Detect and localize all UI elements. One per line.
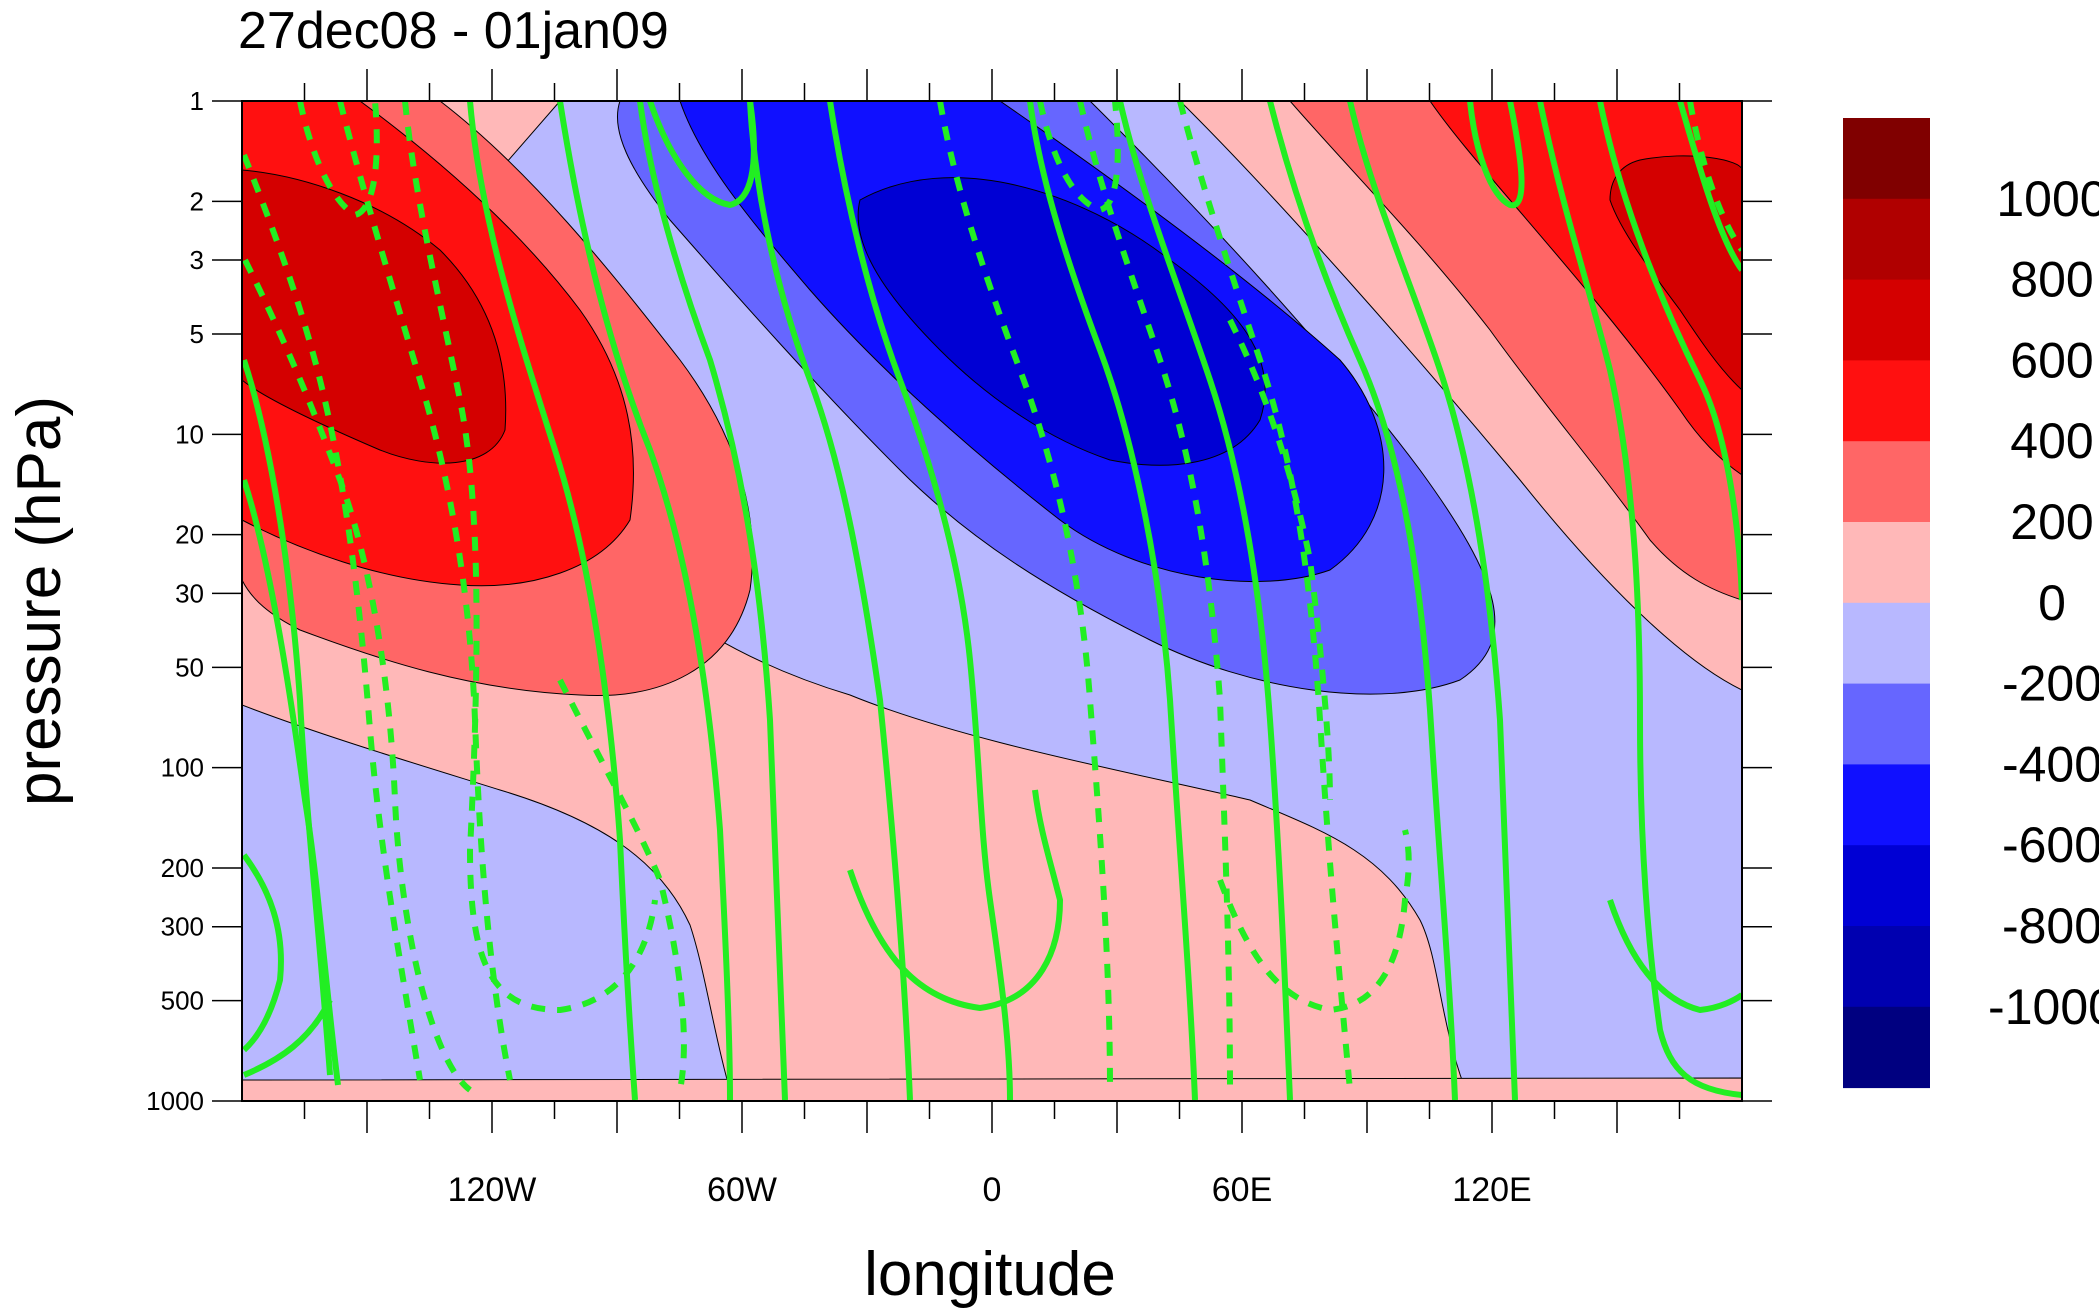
colorbar-swatch [1843,845,1930,927]
colorbar-swatch [1843,926,1930,1008]
overlay-contour-line [242,998,333,1078]
overlay-contour-line [557,101,733,1101]
overlay-contour-line [1027,101,1198,1101]
y-tick-label: 500 [161,986,204,1016]
overlay-contour-line [242,853,284,1053]
overlay-contour-dashed [337,101,513,1081]
colorbar-label: -200 [2002,656,2099,712]
overlay-contours [242,101,1742,1101]
colorbar-swatch [1843,1006,1930,1089]
colorbar-label: -1000 [1988,979,2099,1035]
colorbar-swatch [1843,360,1930,442]
colorbar: 1000 800 600 400 200 0 -200 -400 -600 -800 -1000 [1843,118,2099,1089]
y-tick-label: 50 [175,652,204,682]
colorbar-label: -800 [2002,898,2099,954]
colorbar-swatch [1843,602,1930,685]
colorbar-swatch [1843,118,1930,200]
y-tick-label: 300 [161,912,204,942]
overlay-contour-dashed [1217,829,1412,1014]
colorbar-label: -400 [2002,736,2099,792]
x-tick-label: 120E [1452,1171,1531,1209]
y-tick-label: 200 [161,853,204,883]
y-tick-label: 10 [175,419,204,449]
overlay-contour-line [1117,101,1293,1101]
overlay-contour-line [1267,101,1458,1101]
contour-fill-pos600-right [1609,155,1742,391]
y-tick-label: 1 [190,86,204,116]
overlay-contour-line [242,479,341,1086]
overlay-contour-dashed [937,101,1113,1091]
overlay-contour-dashed [1227,318,1333,801]
colorbar-swatch [1843,683,1930,765]
colorbar-label: 600 [2010,332,2093,388]
colorbar-label: 1000 [1996,171,2099,227]
x-tick-label: 60E [1212,1171,1273,1209]
contour-fill-neg800 [857,177,1266,466]
x-tick-label: 0 [983,1171,1002,1209]
y-tick-label: 30 [175,578,204,608]
y-tick-label: 20 [175,520,204,550]
overlay-contour-line [1537,101,1742,1098]
colorbar-label: 800 [2010,252,2093,308]
overlay-contour-line [637,101,788,1101]
colorbar-swatch [1843,764,1930,846]
overlay-contour-dashed [1077,101,1233,1091]
plot-area [242,101,1742,1101]
colorbar-swatch [1843,522,1930,604]
overlay-contour-line [1597,101,1742,601]
overlay-contour-line [827,101,1013,1101]
contour-fill-pos600-left [242,169,507,464]
colorbar-swatch [1843,279,1930,361]
colorbar-label: 200 [2010,494,2093,550]
x-axis-label: longitude [864,1240,1116,1309]
y-tick-label: 5 [190,319,204,349]
overlay-contour-dashed [557,678,687,1091]
colorbar-swatch [1843,198,1930,281]
overlay-contour-line [847,789,1064,1012]
colorbar-label: 400 [2010,413,2093,469]
chart-title: 27dec08 - 01jan09 [238,2,669,60]
colorbar-swatch [1843,441,1930,523]
x-ticks: 120W 60W 0 60E 120E [303,69,1681,1209]
colorbar-label: 0 [2038,575,2066,631]
y-axis-label: pressure (hPa) [5,396,74,806]
y-tick-label: 1000 [146,1086,204,1116]
y-tick-label: 3 [190,245,204,275]
contour-fill-surface-strip [242,1077,1742,1101]
y-tick-label: 2 [190,186,204,216]
x-tick-label: 120W [448,1171,537,1209]
overlay-contour-line [747,101,913,1101]
overlay-contour-line [1467,101,1525,209]
overlay-contour-line [1347,101,1518,1101]
y-ticks: 1 2 3 5 10 20 30 50 100 200 300 500 1000 [146,86,1772,1116]
overlay-contour-line [242,359,333,1076]
x-tick-label: 60W [707,1171,777,1209]
overlay-contour-line [1677,101,1742,272]
overlay-contour-line [1607,899,1742,1014]
overlay-contour-dashed [1687,101,1742,252]
colorbar-label: -600 [2002,817,2099,873]
y-tick-label: 100 [161,753,204,783]
